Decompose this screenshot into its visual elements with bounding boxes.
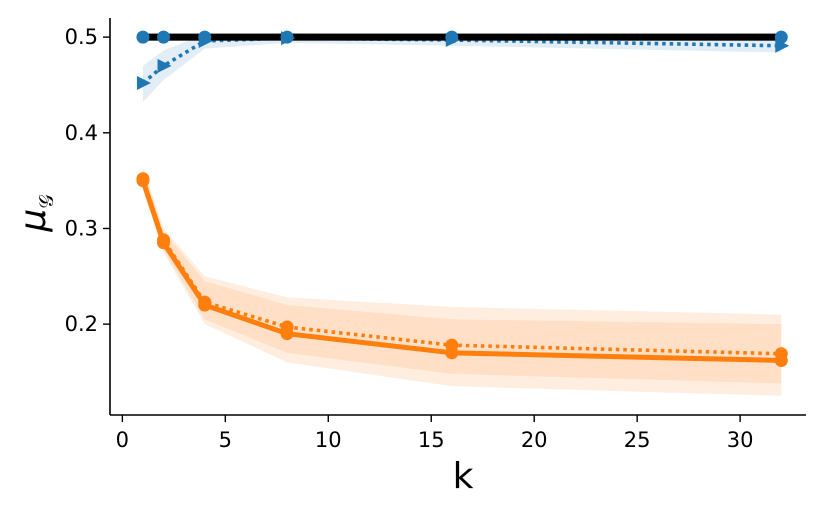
x-tick-label: 5 — [219, 428, 232, 452]
y-axis-title-main: μ — [13, 209, 54, 233]
x-tick-label: 10 — [315, 428, 342, 452]
x-tick-label: 30 — [727, 428, 754, 452]
confidence-bands — [142, 33, 782, 396]
y-tick-label: 0.2 — [65, 312, 98, 336]
x-tick-label: 20 — [521, 428, 548, 452]
data-point — [774, 347, 788, 361]
data-point — [157, 233, 171, 247]
series-line — [140, 178, 784, 363]
data-point — [136, 30, 150, 44]
x-axis-title: k — [453, 456, 474, 497]
data-point — [136, 172, 150, 186]
data-point — [198, 30, 212, 44]
data-point — [136, 76, 151, 91]
data-point — [280, 30, 294, 44]
data-point — [157, 30, 171, 44]
series-band — [142, 169, 782, 396]
series-line — [141, 178, 782, 356]
data-point — [445, 338, 459, 352]
y-ticks: 0.2 0.3 0.4 0.5 — [65, 25, 110, 336]
y-tick-label: 0.4 — [65, 121, 98, 145]
x-tick-label: 15 — [418, 428, 445, 452]
y-tick-label: 0.5 — [65, 25, 98, 49]
x-ticks: 0 5 10 15 20 25 30 — [116, 415, 754, 452]
data-point — [198, 295, 212, 309]
data-point — [280, 320, 294, 334]
data-point — [445, 30, 459, 44]
x-tick-label: 0 — [116, 428, 129, 452]
series-markers — [136, 30, 790, 367]
series-line — [141, 36, 782, 85]
y-axis-title: μ𝒢 — [13, 194, 58, 232]
data-point — [774, 30, 788, 44]
data-point — [157, 58, 172, 73]
y-tick-label: 0.3 — [65, 216, 98, 240]
x-tick-label: 25 — [624, 428, 651, 452]
y-axis-title-subscript: 𝒢 — [34, 194, 58, 208]
